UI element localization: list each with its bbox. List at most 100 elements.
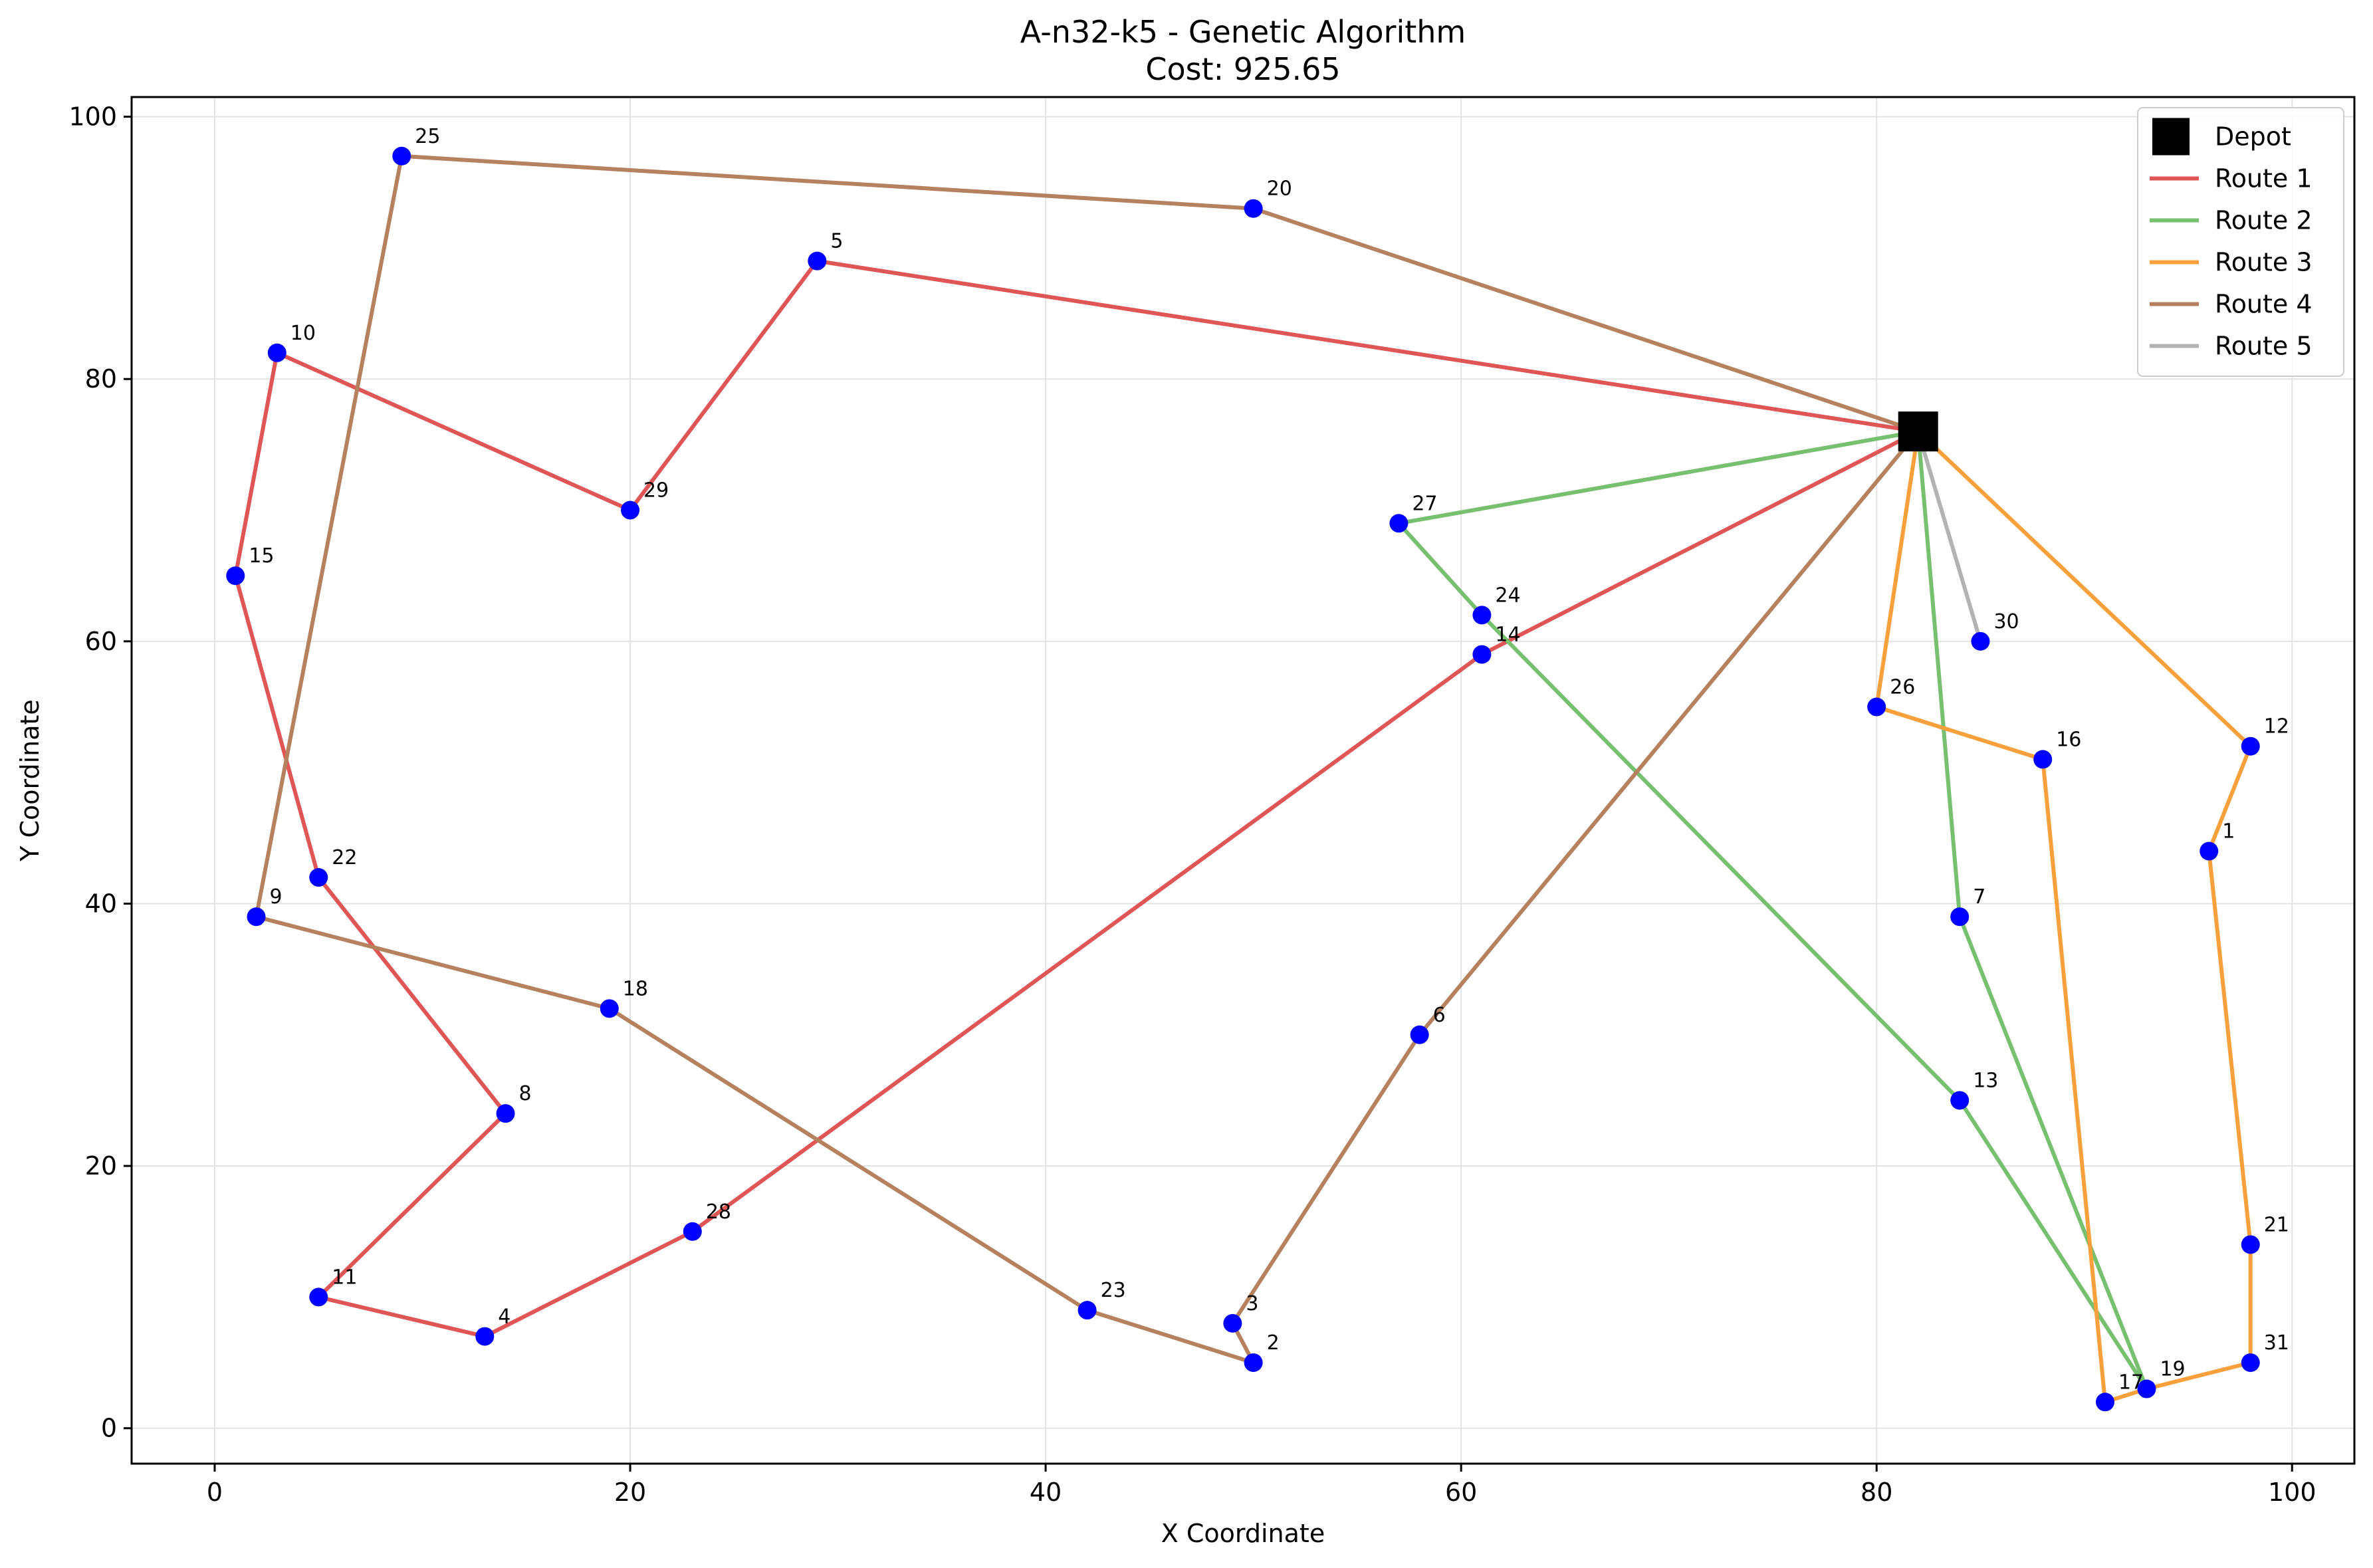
customer-point-4 xyxy=(475,1327,495,1346)
legend-label-route-3: Route 3 xyxy=(2215,248,2313,277)
customer-label-19: 19 xyxy=(2160,1358,2185,1381)
customer-label-30: 30 xyxy=(1993,610,2019,633)
customer-point-7 xyxy=(1950,907,1970,927)
customer-point-29 xyxy=(621,501,640,520)
legend-depot-swatch xyxy=(2152,118,2190,156)
customer-label-10: 10 xyxy=(290,322,316,345)
route-line-4 xyxy=(254,154,1920,1365)
customer-point-22 xyxy=(309,868,328,887)
customer-label-22: 22 xyxy=(332,846,357,869)
customer-label-3: 3 xyxy=(1246,1292,1258,1315)
chart-title: A-n32-k5 - Genetic Algorithm xyxy=(1020,14,1466,50)
x-tick-label: 60 xyxy=(1445,1478,1477,1507)
customer-label-15: 15 xyxy=(249,544,274,568)
x-tick-label: 0 xyxy=(207,1478,223,1507)
customer-point-13 xyxy=(1950,1091,1970,1110)
customer-point-1 xyxy=(2200,841,2219,861)
y-tick-label: 80 xyxy=(85,364,117,393)
customer-point-25 xyxy=(392,146,411,166)
customer-label-23: 23 xyxy=(1101,1279,1126,1302)
customer-label-11: 11 xyxy=(332,1266,357,1289)
customer-label-27: 27 xyxy=(1412,492,1437,515)
customer-point-28 xyxy=(683,1222,702,1241)
y-tick-label: 100 xyxy=(68,102,117,132)
customer-point-3 xyxy=(1223,1313,1242,1333)
customer-point-15 xyxy=(226,566,245,586)
customer-point-16 xyxy=(2033,750,2053,769)
x-tick-label: 80 xyxy=(1861,1478,1892,1507)
customer-label-20: 20 xyxy=(1267,177,1292,201)
customer-label-24: 24 xyxy=(1495,584,1520,607)
legend-label-route-1: Route 1 xyxy=(2215,164,2313,193)
legend-label-route-5: Route 5 xyxy=(2215,332,2313,361)
customer-point-9 xyxy=(247,907,266,927)
customer-label-18: 18 xyxy=(623,977,648,1000)
customer-point-5 xyxy=(808,251,827,271)
x-tick-label: 20 xyxy=(614,1478,646,1507)
customer-label-25: 25 xyxy=(415,125,440,148)
customer-label-21: 21 xyxy=(2264,1213,2289,1236)
legend-label-route-2: Route 2 xyxy=(2215,206,2313,235)
route-line-3 xyxy=(1874,429,2253,1404)
customer-point-20 xyxy=(1244,199,1263,218)
routes xyxy=(233,154,2253,1404)
customer-label-28: 28 xyxy=(706,1200,731,1224)
customer-label-26: 26 xyxy=(1890,676,1915,699)
customer-point-24 xyxy=(1472,606,1492,625)
customer-points xyxy=(226,146,2260,1412)
customer-point-31 xyxy=(2241,1353,2260,1373)
route-line-1 xyxy=(233,259,1920,1339)
y-tick-label: 60 xyxy=(85,627,117,656)
y-tick-label: 40 xyxy=(85,889,117,918)
customer-point-10 xyxy=(267,343,286,362)
customer-label-29: 29 xyxy=(643,479,669,503)
customer-point-8 xyxy=(496,1104,515,1123)
customer-point-21 xyxy=(2241,1235,2260,1254)
customer-point-11 xyxy=(309,1288,328,1307)
depot-marker xyxy=(1898,411,1938,452)
legend-box xyxy=(2137,107,2344,377)
x-tick-label: 100 xyxy=(2268,1478,2316,1507)
legend: Depot Route 1 Route 2 Route 3 Route 4 Route 5 xyxy=(2137,107,2344,377)
customer-label-17: 17 xyxy=(2118,1371,2144,1394)
customer-labels: 1234567891011121314151617181920212223242… xyxy=(249,125,2289,1394)
customer-label-14: 14 xyxy=(1495,623,1520,647)
customer-point-26 xyxy=(1867,697,1886,717)
customer-label-9: 9 xyxy=(270,885,282,909)
route-line-2 xyxy=(1397,429,2149,1391)
customer-label-12: 12 xyxy=(2264,715,2289,738)
customer-point-6 xyxy=(1410,1025,1429,1044)
customer-point-23 xyxy=(1077,1301,1097,1320)
customer-label-13: 13 xyxy=(1973,1069,1998,1092)
depot xyxy=(1898,411,1938,452)
axis-ticks: 0 20 40 60 80 100 0 20 40 60 80 100 xyxy=(68,102,2316,1507)
customer-point-27 xyxy=(1389,514,1409,533)
customer-point-14 xyxy=(1472,645,1492,664)
customer-label-7: 7 xyxy=(1973,885,1985,909)
customer-label-1: 1 xyxy=(2222,820,2235,843)
customer-point-30 xyxy=(1971,631,1990,651)
customer-point-2 xyxy=(1244,1353,1263,1373)
customer-label-16: 16 xyxy=(2056,728,2081,751)
customer-point-12 xyxy=(2241,736,2260,756)
customer-point-17 xyxy=(2095,1393,2114,1412)
x-tick-label: 40 xyxy=(1030,1478,1062,1507)
customer-point-19 xyxy=(2137,1379,2156,1399)
legend-depot-label: Depot xyxy=(2215,122,2291,152)
y-tick-label: 20 xyxy=(85,1151,117,1180)
legend-label-route-4: Route 4 xyxy=(2215,290,2313,319)
customer-label-5: 5 xyxy=(830,230,843,253)
customer-label-6: 6 xyxy=(1433,1004,1446,1027)
customer-point-18 xyxy=(600,999,619,1018)
y-tick-label: 0 xyxy=(101,1414,117,1443)
plot-frame xyxy=(130,96,2356,1465)
customer-label-8: 8 xyxy=(519,1082,532,1105)
customer-label-4: 4 xyxy=(498,1305,510,1329)
chart-subtitle: Cost: 925.65 xyxy=(1145,51,1340,87)
customer-label-31: 31 xyxy=(2264,1331,2289,1355)
customer-label-2: 2 xyxy=(1267,1331,1280,1355)
x-axis-label: X Coordinate xyxy=(1161,1519,1325,1548)
grid xyxy=(132,97,2354,1464)
y-axis-label: Y Coordinate xyxy=(15,699,45,862)
